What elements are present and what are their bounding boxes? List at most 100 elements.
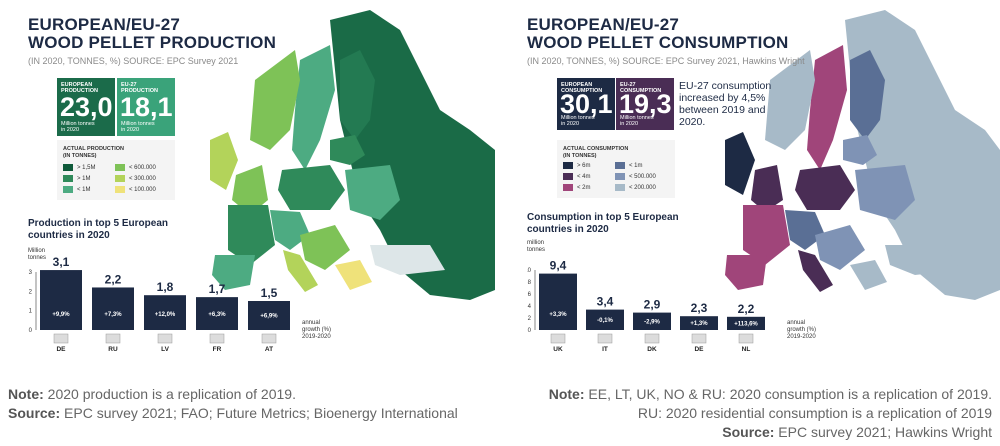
production-source: Source: EPC survey 2021; FAO; Future Met… [8, 404, 458, 423]
growth-label: +6,3% [208, 312, 226, 318]
growth-label: +7,3% [104, 312, 122, 318]
box-value: 23,0 [60, 92, 113, 122]
box-unit: in 2020 [61, 127, 80, 133]
y-tick-label: 2 [29, 289, 33, 295]
consumption-y-label: tonnes [527, 247, 546, 253]
country-flag-icon [105, 333, 121, 344]
consumption-box-european-text: EUROPEAN CONSUMPTION 30,1 Million tonnes i… [557, 78, 615, 130]
y-tick-label: 0 [528, 328, 532, 334]
box-unit: Million tonnes [121, 121, 155, 127]
category-label: RU [108, 346, 118, 353]
y-tick-label: 6 [528, 292, 532, 298]
map-balkans [815, 225, 865, 270]
map-benelux-uk [232, 165, 268, 215]
map-iberia [725, 255, 767, 290]
category-label: NL [742, 346, 751, 353]
legend-item: > 1M [63, 175, 91, 182]
legend-item: < 100.000 [115, 186, 156, 193]
source-label: Source: [8, 405, 61, 421]
category-label: DE [694, 346, 704, 353]
bar [248, 301, 290, 330]
legend-item: < 600.000 [115, 164, 156, 171]
y-tick-label: 2 [528, 316, 532, 322]
map-turkey [885, 245, 960, 275]
map-france [743, 205, 790, 265]
legend-swatch [615, 184, 625, 191]
country-flag-icon [53, 333, 69, 344]
production-box-european [57, 78, 115, 136]
box-unit: in 2020 [561, 121, 580, 127]
growth-label: +3,3% [549, 312, 567, 318]
consumption-bar-chart: 10 8 6 4 2 0 9,4 +3,3% UK 3,4 -0,1% IT 2,9 -2,9% DK 2,3… [527, 259, 765, 353]
bar-value-label: 2,2 [738, 302, 755, 316]
bar [144, 295, 186, 330]
production-panel: EUROPEAN/EU-27 WOOD PELLET PRODUCTION (I… [0, 0, 495, 385]
map-balkans [300, 225, 350, 270]
legend-label: < 200.000 [629, 184, 656, 191]
country-flag-icon [738, 333, 754, 344]
production-growth-label: 2019-2020 [302, 334, 331, 340]
bar-value-label: 9,4 [550, 259, 567, 273]
legend-label: < 500.000 [629, 173, 656, 180]
bar [680, 316, 718, 330]
map-belarus-ukraine [345, 165, 400, 220]
growth-label: +9,9% [52, 312, 70, 318]
bar-value-label: 1,8 [157, 280, 174, 294]
bar [539, 273, 577, 330]
map-germany-poland [795, 165, 855, 210]
box-unit: in 2020 [121, 127, 140, 133]
consumption-title-line1: EUROPEAN/EU-27 [527, 15, 680, 34]
legend-label: > 6m [577, 162, 591, 169]
consumption-y-label: million [527, 240, 545, 246]
box-value: 30,1 [560, 89, 613, 119]
consumption-callout: between 2019 and [679, 104, 766, 116]
legend-item: < 1M [63, 186, 91, 193]
source-text: EPC survey 2021; Hawkins Wright [774, 424, 992, 440]
legend-label: < 1M [77, 186, 91, 193]
growth-label: +6,9% [260, 314, 278, 320]
box-label: EUROPEAN [561, 82, 593, 88]
production-subtitle: (IN 2020, TONNES, %) SOURCE: EPC Survey … [28, 56, 239, 66]
legend-title: (IN TONNES) [563, 153, 597, 159]
legend-swatch [63, 164, 73, 171]
category-label: FR [213, 346, 222, 353]
map-france [228, 205, 275, 265]
legend-label: < 4m [577, 173, 591, 180]
consumption-growth-label: growth (%) [787, 327, 817, 333]
bar [40, 270, 82, 330]
map-turkey [370, 245, 445, 275]
y-tick-label: 3 [29, 270, 33, 276]
consumption-panel: EUROPEAN/EU-27 WOOD PELLET CONSUMPTION (… [515, 0, 1000, 385]
country-flag-icon [209, 333, 225, 344]
map-finland [340, 50, 375, 140]
map-belarus-ukraine [855, 165, 915, 220]
legend-item: < 2m [563, 184, 591, 191]
box-label: EU-27 [121, 82, 137, 88]
legend-swatch [115, 175, 125, 182]
box-label: EUROPEAN [61, 82, 93, 88]
consumption-notes: Note: EE, LT, UK, NO & RU: 2020 consumpt… [549, 385, 992, 442]
growth-label: -0,1% [597, 318, 613, 324]
bar-value-label: 3,1 [53, 255, 70, 269]
box-label: PRODUCTION [121, 88, 158, 94]
note-label: Note: [8, 386, 44, 402]
consumption-callout: EU-27 consumption [679, 80, 772, 92]
bar-value-label: 3,4 [597, 295, 614, 309]
bar-value-label: 1,5 [261, 286, 278, 300]
map-italy [798, 250, 833, 292]
production-box-eu27-text: EU-27 PRODUCTION 18,1 Million tonnes in 20… [117, 78, 175, 136]
category-label: DK [647, 346, 657, 353]
production-title-line2: WOOD PELLET PRODUCTION [28, 33, 277, 52]
consumption-note: Note: EE, LT, UK, NO & RU: 2020 consumpt… [549, 385, 992, 404]
bar-value-label: 2,2 [105, 272, 122, 286]
legend-label: > 1M [77, 175, 91, 182]
production-growth-label: growth (%) [302, 327, 332, 333]
country-flag-icon [644, 333, 660, 344]
production-chart-title: countries in 2020 [28, 230, 110, 241]
y-tick-label: 10 [527, 268, 532, 274]
legend-title: ACTUAL CONSUMPTION [563, 146, 629, 152]
legend-item: < 500.000 [615, 173, 656, 180]
map-greece [335, 260, 372, 290]
consumption-box-eu27-text: EU-27 CONSUMPTION 19,3 Million tonnes in 2… [616, 78, 674, 130]
legend-swatch [563, 162, 573, 169]
